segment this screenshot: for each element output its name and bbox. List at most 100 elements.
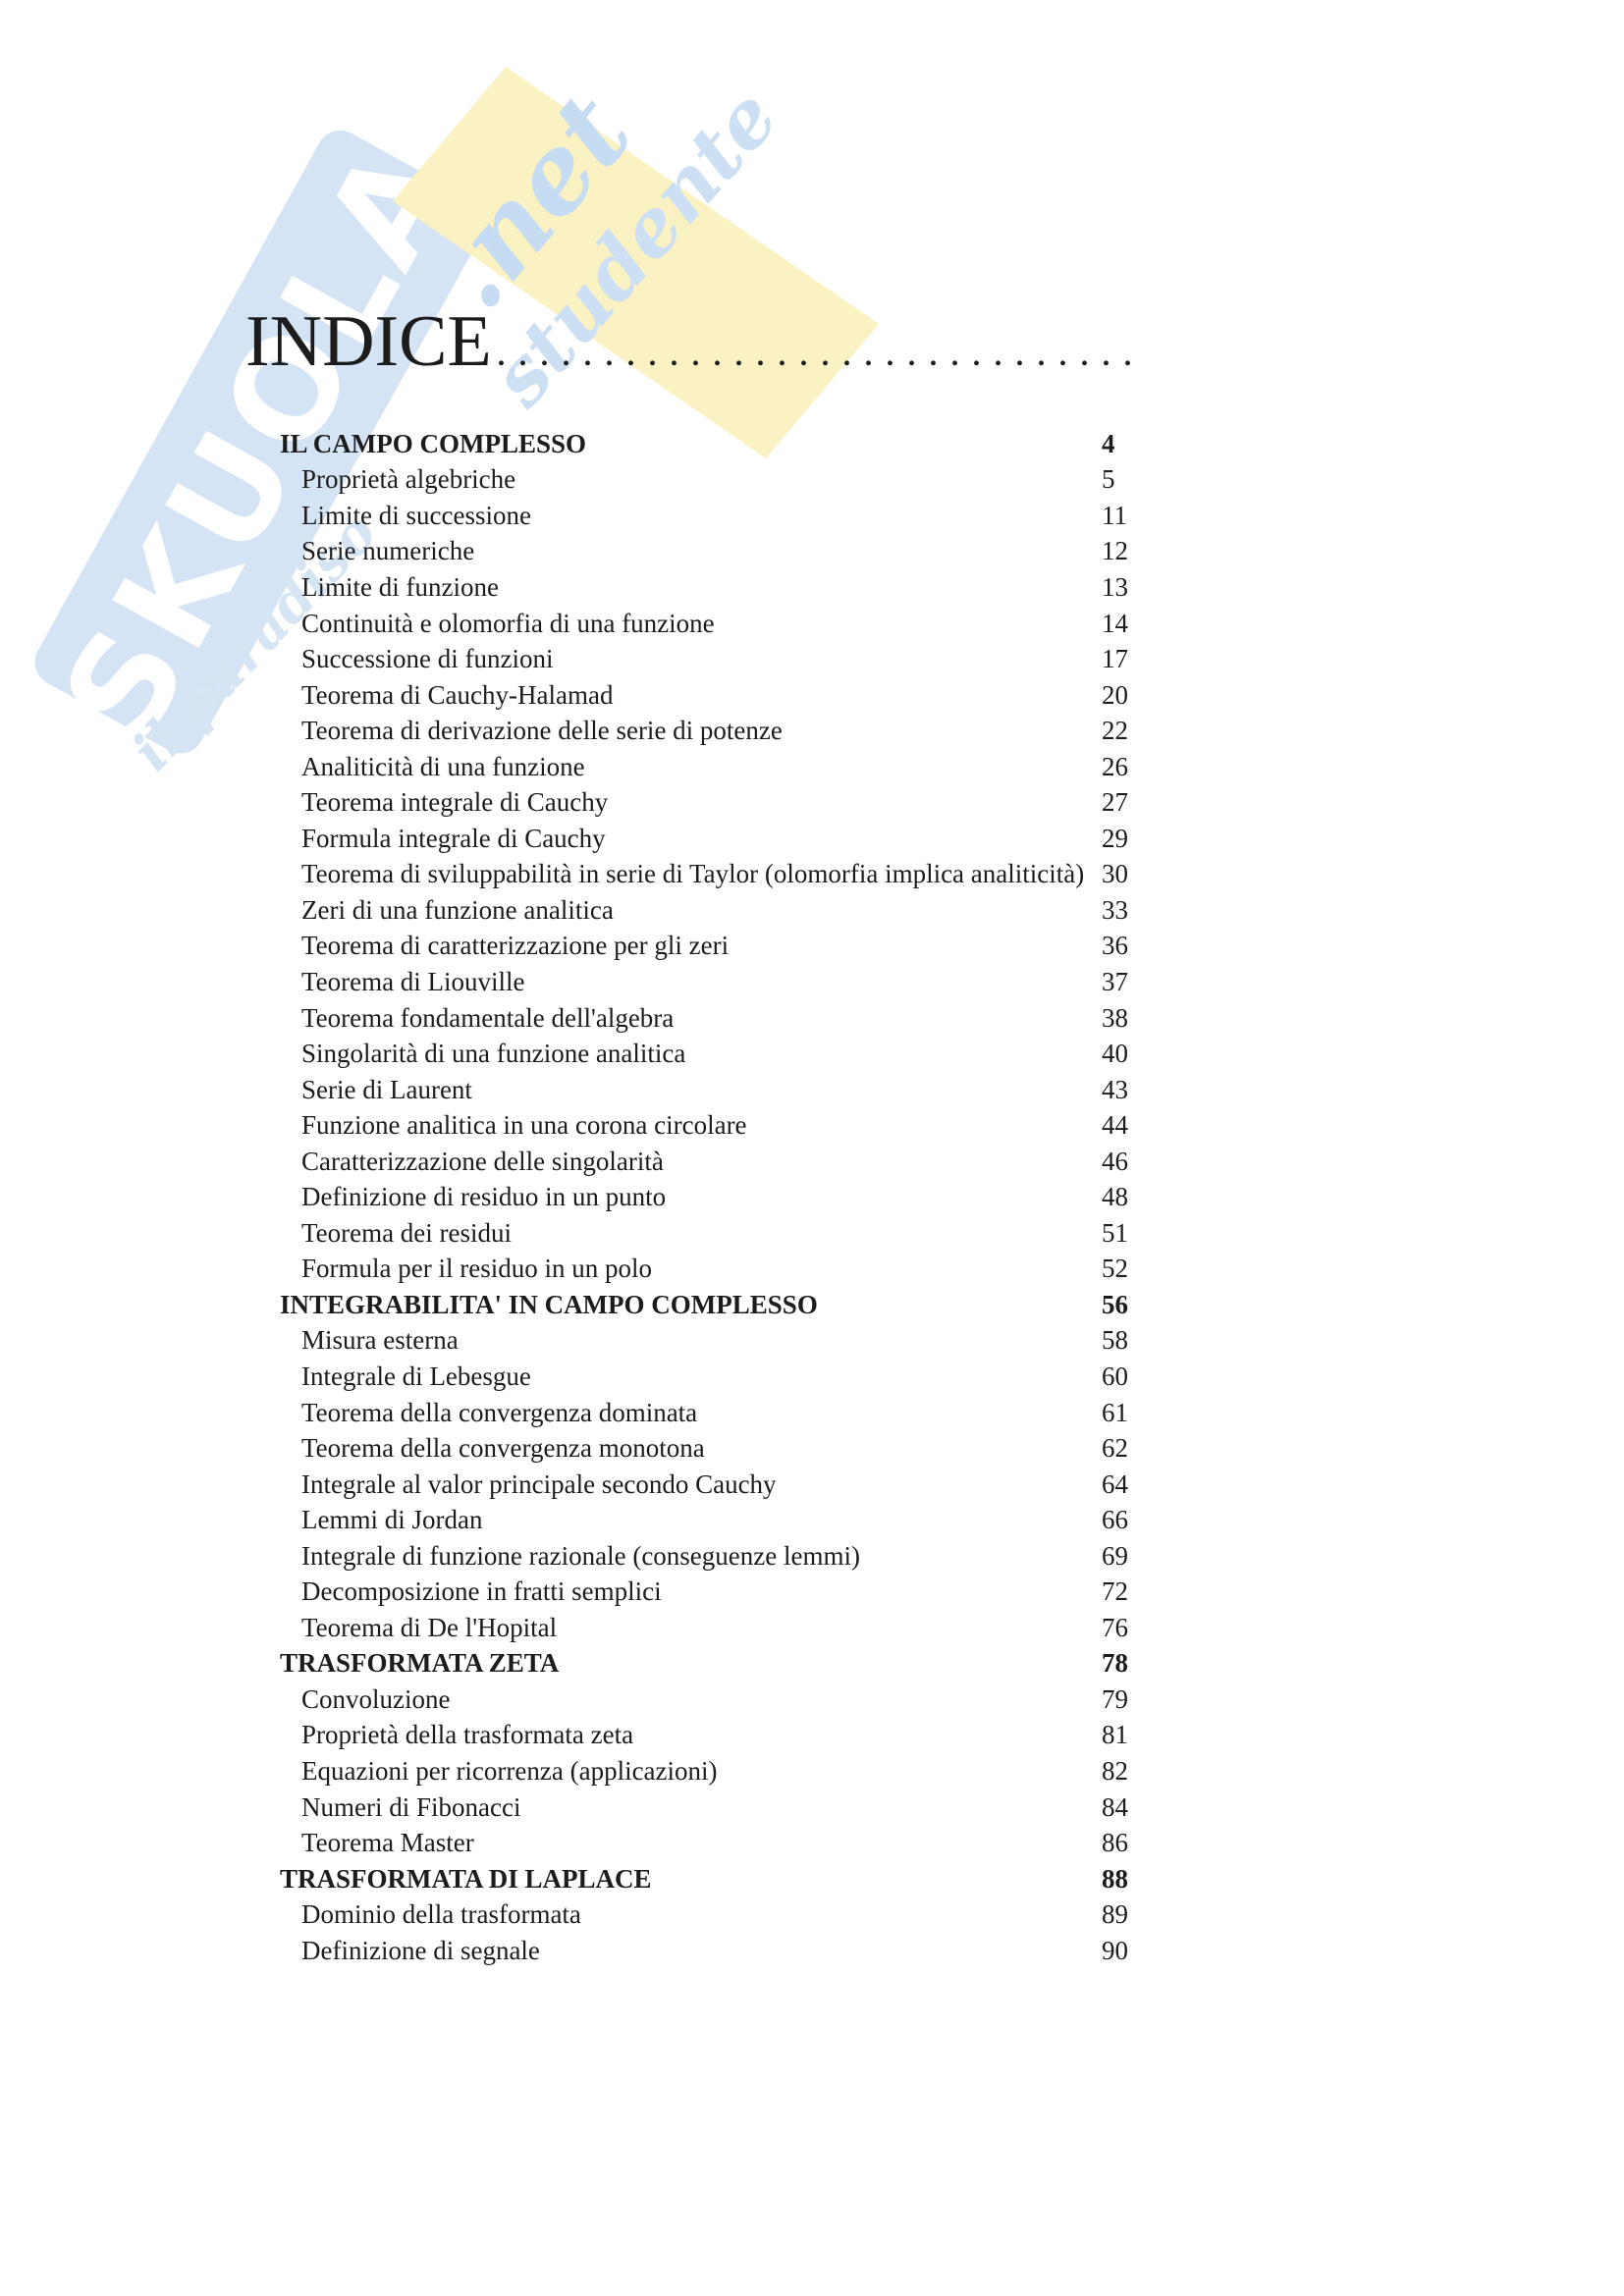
- toc-entry-page: 17: [1102, 644, 1128, 674]
- toc-entry-page: 27: [1102, 787, 1128, 818]
- toc-entry-label: Definizione di segnale: [301, 1935, 540, 1965]
- toc-entry-page: 30: [1102, 859, 1128, 889]
- toc-entry-page: 88: [1102, 1863, 1128, 1894]
- toc-list: IL CAMPO COMPLESSO 4 Proprietà algebriche 5…: [280, 426, 1146, 1969]
- toc-entry-page: 13: [1102, 571, 1128, 602]
- toc-entry-page: 72: [1102, 1576, 1128, 1607]
- toc-entry-label: Formula integrale di Cauchy: [301, 823, 606, 853]
- toc-entry-label: Teorema dei residui: [301, 1217, 513, 1248]
- toc-entry: Continuità e olomorfia di una funzione 14: [280, 606, 1146, 642]
- toc-entry-page: 62: [1102, 1433, 1128, 1464]
- toc-entry-label: Teorema di derivazione delle serie di po…: [301, 716, 783, 746]
- toc-entry-page: 12: [1102, 536, 1128, 566]
- toc-entry-page: 84: [1102, 1791, 1128, 1822]
- toc-entry-label: Funzione analitica in una corona circola…: [301, 1110, 747, 1141]
- toc-entry-page: 89: [1102, 1899, 1128, 1930]
- toc-entry: Formula per il residuo in un polo 52: [280, 1252, 1146, 1288]
- toc-entry: Proprietà algebriche 5: [280, 462, 1146, 499]
- toc-entry: Misura esterna 58: [280, 1323, 1146, 1360]
- toc-entry-label: Caratterizzazione delle singolarità: [301, 1146, 664, 1176]
- toc-entry-label: Serie di Laurent: [301, 1074, 472, 1104]
- toc-entry-label: Formula per il residuo in un polo: [301, 1254, 652, 1284]
- toc-entry-page: 64: [1102, 1468, 1128, 1499]
- toc-entry: Serie di Laurent 43: [280, 1072, 1146, 1108]
- toc-entry-label: Teorema di Liouville: [301, 966, 525, 996]
- toc-entry: Teorema fondamentale dell'algebra 38: [280, 1000, 1146, 1037]
- toc-entry-label: INTEGRABILITA' IN CAMPO COMPLESSO: [280, 1289, 818, 1319]
- toc-entry: Integrale al valor principale secondo Ca…: [280, 1467, 1146, 1503]
- toc-entry-page: 86: [1102, 1828, 1128, 1858]
- toc-entry-page: 38: [1102, 1002, 1128, 1033]
- toc-entry: TRASFORMATA ZETA 78: [280, 1646, 1146, 1682]
- toc-entry: Convoluzione 79: [280, 1682, 1146, 1718]
- toc-entry-page: 66: [1102, 1505, 1128, 1535]
- toc-entry-page: 46: [1102, 1146, 1128, 1176]
- toc-entry-label: TRASFORMATA DI LAPLACE: [280, 1863, 652, 1894]
- toc-entry: Teorema di Liouville 37: [280, 964, 1146, 1000]
- toc-entry: Limite di successione 11: [280, 498, 1146, 534]
- toc-entry-page: 29: [1102, 823, 1128, 853]
- toc-entry: Integrale di funzione razionale (consegu…: [280, 1538, 1146, 1575]
- toc-entry: Decomposizione in fratti semplici 72: [280, 1575, 1146, 1611]
- toc-entry-page: 36: [1102, 931, 1128, 961]
- toc-entry-page: 20: [1102, 679, 1128, 710]
- toc-entry-label: Misura esterna: [301, 1325, 459, 1356]
- toc-entry-page: 4: [1102, 428, 1115, 458]
- toc-entry-page: 56: [1102, 1289, 1128, 1319]
- toc-entry: Equazioni per ricorrenza (applicazioni) 8…: [280, 1753, 1146, 1789]
- toc-entry: TRASFORMATA DI LAPLACE 88: [280, 1861, 1146, 1897]
- toc-entry-page: 69: [1102, 1540, 1128, 1571]
- toc-entry: Teorema di De l'Hopital 76: [280, 1610, 1146, 1646]
- toc-entry: Dominio della trasformata 89: [280, 1896, 1146, 1933]
- toc-entry: Zeri di una funzione analitica 33: [280, 892, 1146, 929]
- toc-entry: Numeri di Fibonacci 84: [280, 1789, 1146, 1826]
- toc-entry: Integrale di Lebesgue 60: [280, 1359, 1146, 1395]
- toc-entry: INTEGRABILITA' IN CAMPO COMPLESSO 56: [280, 1287, 1146, 1323]
- toc-entry-label: Proprietà della trasformata zeta: [301, 1720, 634, 1750]
- toc-entry-page: 14: [1102, 608, 1128, 638]
- toc-entry-page: 79: [1102, 1683, 1128, 1714]
- toc-entry: Caratterizzazione delle singolarità 46: [280, 1144, 1146, 1180]
- toc-entry-label: Teorema Master: [301, 1828, 474, 1858]
- toc-entry-page: 61: [1102, 1397, 1128, 1427]
- toc-entry-page: 52: [1102, 1254, 1128, 1284]
- toc-entry: IL CAMPO COMPLESSO 4: [280, 426, 1146, 462]
- toc-entry: Teorema di derivazione delle serie di po…: [280, 713, 1146, 749]
- toc-entry-label: Integrale al valor principale secondo Ca…: [301, 1468, 777, 1499]
- toc-entry-label: Teorema di caratterizzazione per gli zer…: [301, 931, 730, 961]
- toc-entry-label: Proprietà algebriche: [301, 464, 516, 495]
- toc-entry-page: 43: [1102, 1074, 1128, 1104]
- toc-entry: Serie numeriche 12: [280, 534, 1146, 570]
- toc-entry-label: Teorema fondamentale dell'algebra: [301, 1002, 675, 1033]
- toc-entry: Teorema Master 86: [280, 1825, 1146, 1861]
- title-dot-leader: ..............................: [497, 340, 1146, 372]
- toc-entry: Teorema di caratterizzazione per gli zer…: [280, 929, 1146, 965]
- toc-entry-page: 58: [1102, 1325, 1128, 1356]
- toc-entry-label: Teorema della convergenza monotona: [301, 1433, 705, 1464]
- toc-entry-label: Singolarità di una funzione analitica: [301, 1039, 686, 1069]
- toc-entry-label: Equazioni per ricorrenza (applicazioni): [301, 1756, 718, 1786]
- toc-entry-label: Dominio della trasformata: [301, 1899, 581, 1930]
- toc-entry-label: Limite di successione: [301, 500, 531, 530]
- toc-entry: Funzione analitica in una corona circola…: [280, 1107, 1146, 1144]
- toc-entry-page: 40: [1102, 1039, 1128, 1069]
- page-title: INDICE..............................: [245, 305, 1146, 378]
- toc-entry-label: TRASFORMATA ZETA: [280, 1648, 560, 1679]
- toc-entry-label: Teorema di De l'Hopital: [301, 1612, 558, 1642]
- toc-entry-page: 82: [1102, 1756, 1128, 1786]
- toc-entry-page: 11: [1102, 500, 1127, 530]
- toc-entry: Teorema integrale di Cauchy 27: [280, 784, 1146, 821]
- toc-entry: Limite di funzione 13: [280, 569, 1146, 606]
- toc-entry-page: 5: [1102, 464, 1115, 495]
- toc-entry-page: 26: [1102, 751, 1128, 781]
- toc-entry-page: 44: [1102, 1110, 1128, 1141]
- toc-entry-page: 76: [1102, 1612, 1128, 1642]
- toc-entry-label: Analiticità di una funzione: [301, 751, 585, 781]
- toc-entry-page: 81: [1102, 1720, 1128, 1750]
- toc-entry-label: Serie numeriche: [301, 536, 475, 566]
- toc-entry-page: 90: [1102, 1935, 1128, 1965]
- toc-entry: Lemmi di Jordan 66: [280, 1502, 1146, 1538]
- toc-entry-label: Teorema di sviluppabilità in serie di Ta…: [301, 859, 1085, 889]
- toc-entry: Teorema dei residui 51: [280, 1215, 1146, 1252]
- toc-entry-label: Continuità e olomorfia di una funzione: [301, 608, 715, 638]
